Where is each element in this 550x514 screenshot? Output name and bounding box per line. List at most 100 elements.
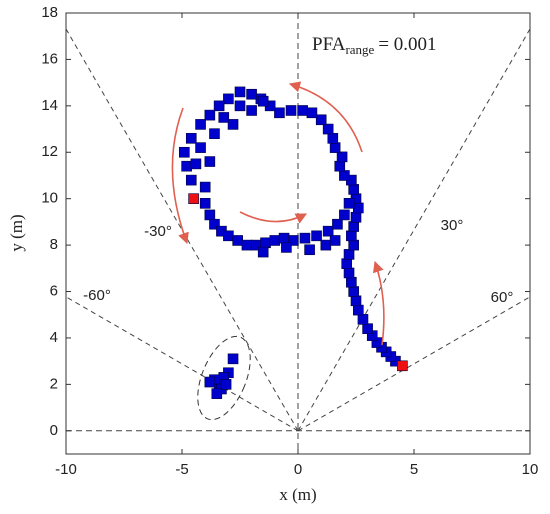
point bbox=[195, 142, 206, 153]
point bbox=[281, 242, 292, 253]
point bbox=[209, 128, 220, 139]
arrow bbox=[288, 81, 363, 153]
y-axis-label: y (m) bbox=[7, 214, 26, 251]
angle-line bbox=[66, 27, 299, 432]
arrow bbox=[171, 107, 189, 245]
y-tick-label: 0 bbox=[50, 422, 58, 439]
x-tick-label: -5 bbox=[175, 461, 188, 478]
y-tick-label: 18 bbox=[41, 4, 58, 21]
point bbox=[188, 193, 199, 204]
annotation: PFArange = 0.001 bbox=[312, 34, 437, 57]
point bbox=[185, 174, 197, 186]
point bbox=[329, 235, 341, 246]
point bbox=[304, 244, 315, 256]
angle-label: -60° bbox=[83, 287, 111, 304]
point bbox=[274, 107, 285, 119]
point bbox=[334, 160, 346, 172]
point bbox=[285, 105, 297, 116]
y-tick-label: 16 bbox=[41, 50, 58, 67]
point bbox=[234, 100, 246, 112]
x-axis-label: x (m) bbox=[279, 485, 316, 504]
x-tick-label: -10 bbox=[55, 461, 77, 478]
point bbox=[346, 230, 357, 242]
point bbox=[246, 105, 257, 116]
point bbox=[257, 246, 269, 258]
point bbox=[343, 198, 355, 209]
point bbox=[350, 211, 362, 223]
point bbox=[213, 100, 225, 112]
point bbox=[339, 209, 350, 221]
point bbox=[234, 86, 246, 98]
y-tick-label: 12 bbox=[41, 143, 58, 160]
point bbox=[190, 158, 202, 170]
angle-label: 30° bbox=[441, 217, 464, 234]
point bbox=[204, 376, 216, 388]
point bbox=[322, 123, 334, 135]
point bbox=[350, 295, 362, 307]
cluster-ellipse bbox=[197, 335, 251, 421]
y-tick-label: 2 bbox=[50, 375, 58, 392]
annotation-main: PFA bbox=[312, 34, 346, 55]
point bbox=[204, 209, 216, 221]
point bbox=[343, 249, 355, 260]
annotation-sub: range bbox=[345, 42, 374, 57]
angle-label: -30° bbox=[144, 223, 172, 240]
point bbox=[299, 232, 311, 244]
point bbox=[269, 235, 281, 246]
point bbox=[179, 146, 190, 158]
point bbox=[353, 304, 364, 316]
point bbox=[185, 133, 197, 144]
point bbox=[241, 239, 253, 251]
point bbox=[397, 360, 408, 372]
plot-area bbox=[66, 13, 530, 454]
point bbox=[332, 218, 343, 230]
x-tick-label: 5 bbox=[410, 461, 418, 478]
point bbox=[223, 93, 234, 105]
arrow bbox=[372, 260, 385, 346]
point bbox=[211, 388, 223, 399]
x-tick-label: 0 bbox=[294, 461, 302, 478]
point bbox=[341, 258, 353, 269]
y-tick-label: 10 bbox=[41, 190, 58, 207]
point bbox=[209, 218, 220, 230]
y-tick-label: 6 bbox=[50, 282, 58, 299]
point bbox=[311, 230, 322, 242]
point bbox=[348, 221, 359, 232]
point bbox=[327, 133, 339, 144]
point bbox=[329, 142, 341, 153]
point bbox=[195, 119, 206, 130]
y-tick-label: 14 bbox=[41, 97, 58, 114]
annotation-rest: = 0.001 bbox=[378, 34, 436, 55]
point bbox=[320, 239, 332, 251]
angle-line bbox=[297, 27, 530, 432]
point bbox=[306, 107, 318, 119]
point bbox=[288, 235, 299, 246]
point bbox=[260, 237, 271, 249]
point bbox=[343, 267, 355, 279]
point bbox=[348, 239, 359, 251]
point bbox=[346, 276, 357, 288]
point bbox=[227, 353, 239, 365]
point bbox=[339, 170, 350, 181]
y-tick-label: 4 bbox=[50, 329, 58, 346]
point bbox=[322, 225, 334, 237]
point bbox=[181, 160, 192, 172]
point bbox=[348, 184, 359, 195]
point bbox=[246, 88, 257, 100]
point bbox=[353, 202, 364, 214]
point bbox=[223, 230, 234, 242]
y-tick-label: 8 bbox=[50, 236, 58, 253]
point bbox=[204, 156, 216, 167]
point bbox=[348, 286, 359, 297]
point bbox=[199, 181, 211, 193]
motion-arrows bbox=[171, 81, 385, 346]
point bbox=[199, 198, 211, 209]
point bbox=[297, 105, 308, 116]
point bbox=[336, 151, 348, 163]
angle-line bbox=[297, 296, 530, 432]
point bbox=[257, 95, 269, 107]
point bbox=[315, 114, 327, 126]
point bbox=[362, 323, 373, 334]
point bbox=[232, 235, 243, 246]
